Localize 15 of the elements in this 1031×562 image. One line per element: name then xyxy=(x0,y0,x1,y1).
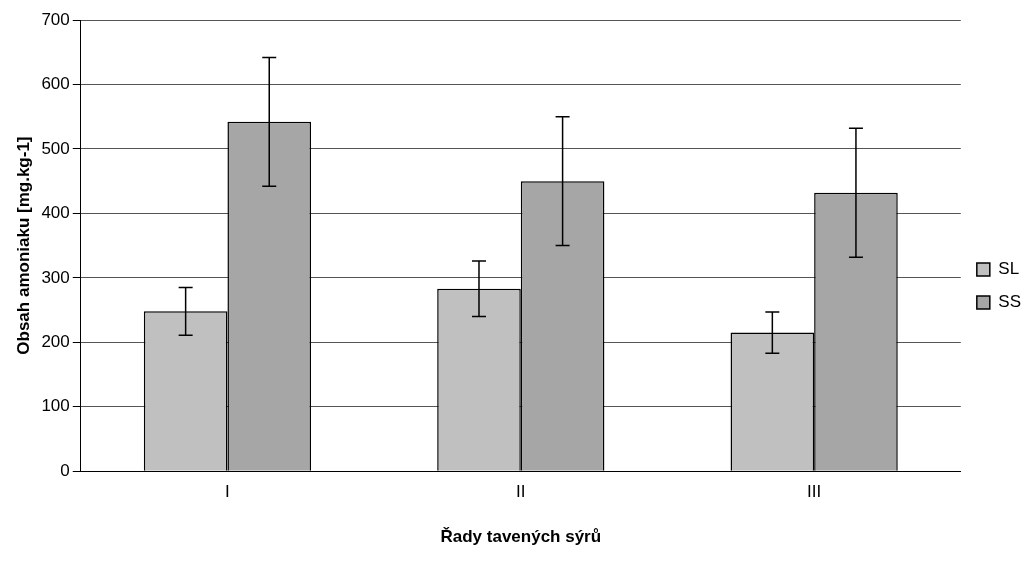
x-tick-label: I xyxy=(225,482,230,502)
y-tick-label: 400 xyxy=(41,203,70,223)
legend-label: SS xyxy=(998,292,1022,312)
y-tick-label: 200 xyxy=(41,331,70,351)
x-tick-label: II xyxy=(516,482,526,502)
y-axis-title: Obsah amoniaku [mg.kg-1] xyxy=(13,136,33,355)
x-axis-title: Řady tavených sýrů xyxy=(440,527,602,547)
x-tick-label: III xyxy=(807,482,822,502)
legend-label: SL xyxy=(998,259,1020,279)
y-tick-label: 600 xyxy=(41,74,70,94)
y-tick-label: 300 xyxy=(41,267,70,287)
y-tick-label: 500 xyxy=(41,138,70,158)
y-tick-label: 100 xyxy=(41,396,70,416)
y-tick-label: 0 xyxy=(60,460,70,480)
y-tick-label: 700 xyxy=(41,9,70,29)
